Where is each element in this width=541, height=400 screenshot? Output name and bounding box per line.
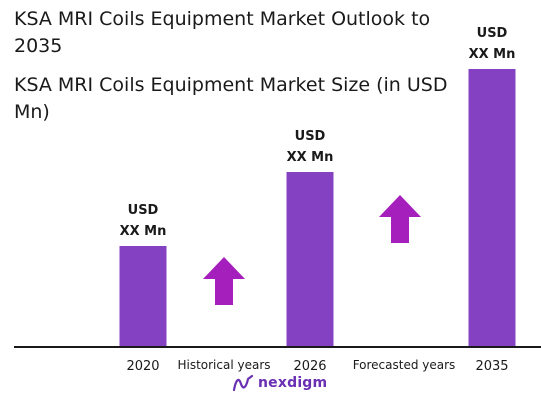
bar-data-label: USD: [477, 26, 508, 41]
bar-data-label: USD: [295, 129, 326, 144]
x-tick-label: 2026: [293, 359, 326, 374]
up-arrow-icon: [203, 257, 245, 305]
chart-title: KSA MRI Coils Equipment Market Outlook t…: [14, 8, 431, 57]
nexdigm-logo: nexdigm: [232, 372, 327, 394]
bar-data-label: USD: [128, 203, 159, 218]
nexdigm-logo-icon: [232, 374, 254, 392]
x-tick-label: 2035: [475, 359, 508, 374]
x-tick-label: 2020: [126, 359, 159, 374]
bar: [286, 172, 334, 346]
up-arrow-icon: [379, 195, 421, 243]
bar-data-label: XX Mn: [120, 224, 167, 239]
period-label: Forecasted years: [353, 358, 456, 372]
bar: [119, 246, 167, 346]
chart-subtitle: KSA MRI Coils Equipment Market Size (in …: [14, 74, 448, 123]
logo-text: nexdigm: [258, 375, 328, 391]
bar: [468, 69, 516, 346]
bar-data-label: XX Mn: [469, 47, 516, 62]
bar-data-label: XX Mn: [287, 150, 334, 165]
period-label: Historical years: [177, 358, 270, 372]
